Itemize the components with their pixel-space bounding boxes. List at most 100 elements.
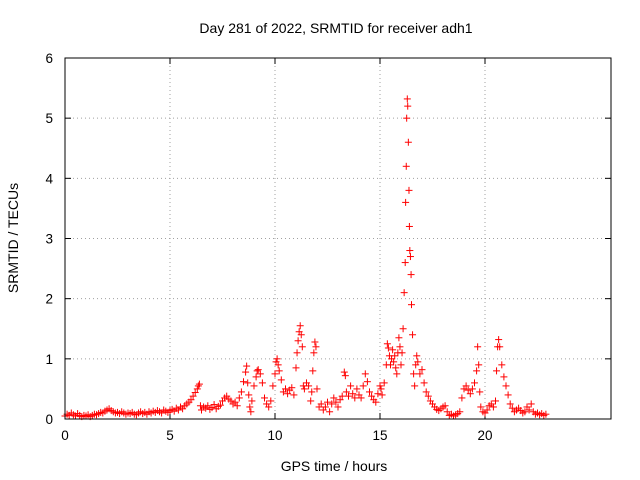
- data-point: [216, 401, 224, 409]
- data-point: [311, 338, 319, 346]
- data-point: [194, 382, 202, 390]
- data-point: [471, 379, 478, 387]
- data-point: [384, 344, 392, 352]
- y-tick-label: 3: [45, 232, 53, 247]
- data-point: [387, 361, 394, 369]
- data-point: [506, 400, 514, 408]
- plot-frame: [64, 57, 612, 420]
- data-points: [61, 95, 550, 421]
- data-point: [265, 403, 273, 411]
- data-point: [336, 396, 344, 404]
- data-point: [349, 390, 357, 398]
- data-point: [359, 382, 367, 390]
- y-tick-label: 0: [45, 412, 53, 427]
- data-point: [495, 336, 503, 344]
- data-point: [376, 382, 384, 390]
- data-point: [341, 372, 349, 380]
- data-point: [404, 102, 412, 110]
- data-point: [406, 247, 414, 255]
- data-point: [300, 385, 308, 393]
- data-point: [237, 388, 245, 396]
- data-point: [473, 367, 481, 375]
- data-point: [414, 358, 422, 366]
- data-point: [483, 406, 491, 414]
- data-point: [402, 162, 410, 170]
- data-point: [521, 408, 529, 416]
- data-point: [261, 394, 268, 402]
- data-point: [402, 198, 410, 206]
- data-point: [413, 352, 421, 360]
- data-point: [347, 382, 355, 390]
- data-point: [328, 400, 336, 408]
- data-point: [475, 361, 483, 369]
- data-point: [196, 402, 204, 410]
- data-point: [361, 370, 369, 378]
- data-point: [390, 358, 398, 366]
- data-point: [401, 259, 409, 267]
- data-point: [443, 408, 451, 416]
- x-tick-label: 0: [61, 428, 69, 443]
- data-point: [317, 400, 325, 408]
- data-point: [195, 380, 203, 388]
- y-axis-label: SRMTID / TECUs: [5, 183, 21, 293]
- data-point: [193, 385, 201, 393]
- data-point: [242, 368, 250, 376]
- data-point: [462, 382, 470, 390]
- data-point: [288, 384, 296, 392]
- x-tick-label: 5: [166, 428, 174, 443]
- data-point: [409, 331, 417, 339]
- data-point: [253, 367, 261, 375]
- data-point: [256, 370, 264, 378]
- y-tick-label: 4: [45, 171, 53, 186]
- data-point: [231, 398, 239, 406]
- data-point: [405, 222, 413, 230]
- data-point: [210, 401, 218, 409]
- data-point: [398, 349, 406, 357]
- data-point: [378, 391, 386, 399]
- data-point: [416, 370, 424, 378]
- y-tick-label: 1: [45, 352, 53, 367]
- data-point: [271, 370, 279, 378]
- data-point: [235, 394, 243, 402]
- data-point: [351, 394, 359, 402]
- data-point: [400, 289, 408, 297]
- data-point: [498, 361, 506, 369]
- data-point: [468, 385, 476, 393]
- data-point: [248, 397, 256, 405]
- data-point: [496, 343, 504, 351]
- data-point: [456, 408, 464, 416]
- data-point: [294, 337, 302, 345]
- data-point: [204, 402, 212, 410]
- data-point: [267, 397, 275, 405]
- data-point: [366, 388, 373, 396]
- data-point: [312, 343, 320, 351]
- data-point: [508, 404, 516, 412]
- data-point: [476, 388, 484, 396]
- data-point: [284, 390, 292, 398]
- data-point: [290, 391, 298, 399]
- data-point: [187, 396, 195, 404]
- data-point: [275, 367, 283, 375]
- data-point: [527, 400, 535, 408]
- y-tick-label: 5: [45, 111, 53, 126]
- data-point: [189, 392, 197, 400]
- data-point: [393, 370, 401, 378]
- chart-title: Day 281 of 2022, SRMTID for receiver adh…: [199, 20, 472, 36]
- data-point: [250, 382, 258, 390]
- data-point: [258, 379, 266, 387]
- data-point: [389, 346, 397, 354]
- data-point: [310, 349, 318, 357]
- data-point: [395, 334, 403, 342]
- data-point: [277, 376, 285, 384]
- data-point: [504, 391, 512, 399]
- data-point: [502, 382, 510, 390]
- data-point: [377, 385, 385, 393]
- data-point: [293, 349, 301, 357]
- data-point: [307, 397, 315, 405]
- data-point: [399, 325, 407, 333]
- grid: [65, 58, 611, 419]
- data-point: [269, 382, 277, 390]
- data-point: [424, 392, 432, 400]
- data-point: [332, 398, 340, 406]
